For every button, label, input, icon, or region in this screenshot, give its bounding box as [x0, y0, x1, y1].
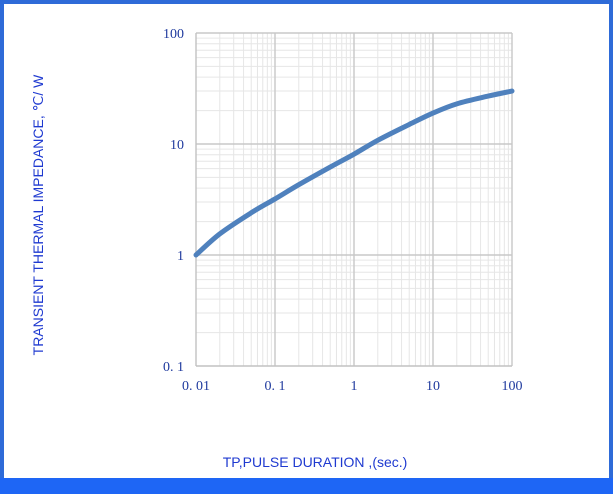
x-tick-label: 100: [502, 379, 523, 394]
y-tick-label: 0. 1: [163, 360, 184, 375]
series-line: [193, 88, 515, 258]
x-tick-label: 10: [426, 379, 440, 394]
minor-grid: [196, 33, 512, 366]
axes: [195, 33, 512, 367]
y-tick-label: 1: [177, 249, 184, 264]
bottom-bar: [0, 478, 613, 494]
x-tick-label: 1: [351, 379, 358, 394]
y-tick-label: 100: [163, 27, 184, 42]
x-tick-label: 0. 01: [182, 379, 210, 394]
plot-area: 0. 01 0. 1 1 10 100 0. 1 1 10 100: [163, 27, 523, 394]
x-axis-title: TP,PULSE DURATION ,(sec.): [223, 454, 408, 470]
x-tick-label: 0. 1: [265, 379, 286, 394]
series-layer: [193, 88, 515, 258]
y-tick-label: 10: [170, 138, 184, 153]
x-tick-labels: 0. 01 0. 1 1 10 100: [182, 379, 523, 394]
y-tick-labels: 0. 1 1 10 100: [163, 27, 184, 375]
y-axis-title: TRANSIENT THERMAL IMPEDANCE, ℃/ W: [30, 74, 46, 356]
